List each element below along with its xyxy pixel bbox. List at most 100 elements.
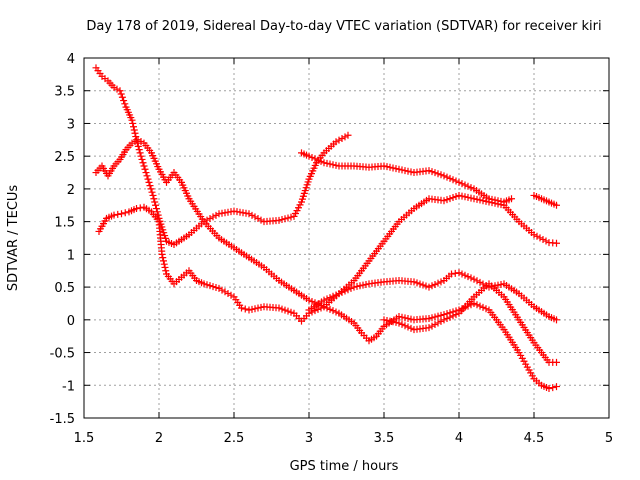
data-point <box>386 317 394 325</box>
data-point <box>419 281 427 289</box>
x-axis-label: GPS time / hours <box>290 459 399 474</box>
y-tick-label: -1 <box>62 379 75 394</box>
data-point <box>320 159 328 167</box>
x-tick-label: 5 <box>605 431 613 446</box>
series-track-6 <box>305 269 560 324</box>
data-point <box>281 215 289 223</box>
data-point <box>203 281 211 289</box>
data-point <box>398 166 406 174</box>
data-point <box>533 232 541 240</box>
data-point <box>494 281 502 289</box>
data-point <box>227 291 235 299</box>
data-point <box>121 209 129 217</box>
data-point <box>431 280 439 288</box>
data-point <box>221 288 229 296</box>
data-point <box>332 308 340 316</box>
data-point <box>470 195 478 203</box>
data-point <box>553 383 560 391</box>
data-point <box>215 284 223 292</box>
data-point <box>145 178 153 186</box>
data-point <box>131 129 139 137</box>
data-point <box>287 308 295 316</box>
x-tick-label: 3.5 <box>374 431 395 446</box>
data-point <box>359 281 367 289</box>
data-point <box>350 283 358 291</box>
data-point <box>332 161 340 169</box>
data-point <box>407 315 415 323</box>
data-point <box>248 211 256 219</box>
series-track-7 <box>380 280 560 366</box>
data-point <box>470 299 478 307</box>
data-point <box>116 87 124 95</box>
data-point <box>149 191 157 199</box>
data-point <box>392 165 400 173</box>
data-point <box>248 305 256 313</box>
data-point <box>467 301 475 309</box>
data-point <box>146 182 154 190</box>
data-point <box>134 142 142 150</box>
data-point <box>452 311 460 319</box>
data-point <box>257 216 265 224</box>
data-point <box>553 316 560 324</box>
data-point <box>440 172 448 180</box>
data-point <box>553 239 560 247</box>
data-point <box>458 270 466 278</box>
data-point <box>410 278 418 286</box>
data-point <box>135 146 143 154</box>
data-point <box>152 201 160 209</box>
data-point <box>473 277 481 285</box>
data-point <box>139 159 147 167</box>
data-point <box>428 282 436 290</box>
data-point <box>138 155 146 163</box>
y-tick-label: 3.5 <box>54 85 75 100</box>
data-point <box>431 321 439 329</box>
data-point <box>142 169 150 177</box>
data-point <box>162 267 170 275</box>
data-point <box>437 278 445 286</box>
data-point <box>428 168 436 176</box>
y-tick-label: -1.5 <box>50 412 75 427</box>
y-tick-label: 3 <box>67 117 75 132</box>
y-tick-label: 1.5 <box>54 216 75 231</box>
x-tick-label: 3 <box>305 431 313 446</box>
data-point <box>130 123 137 131</box>
data-point <box>117 90 125 98</box>
data-point <box>254 214 262 222</box>
data-point <box>479 303 487 311</box>
data-point <box>494 197 502 205</box>
x-tick-label: 1.5 <box>74 431 95 446</box>
data-point <box>308 153 316 161</box>
data-point <box>275 216 283 224</box>
data-point <box>287 213 295 221</box>
data-point <box>326 305 334 313</box>
data-point <box>458 192 466 200</box>
data-point <box>482 305 490 313</box>
data-point <box>383 316 391 324</box>
data-point <box>455 269 463 277</box>
series-track-5 <box>530 191 560 209</box>
data-point <box>314 156 322 164</box>
data-point <box>131 137 139 145</box>
data-point <box>159 254 167 262</box>
data-point <box>491 196 499 204</box>
data-point <box>451 269 459 277</box>
data-point <box>488 195 496 203</box>
data-point <box>470 275 478 283</box>
data-point <box>446 174 454 182</box>
data-point <box>464 182 472 190</box>
data-point <box>251 213 259 221</box>
data-point <box>434 312 442 320</box>
data-point <box>467 184 475 192</box>
data-point <box>449 176 457 184</box>
data-point <box>209 213 217 221</box>
data-point <box>218 286 226 294</box>
data-point <box>152 205 160 213</box>
data-point <box>448 270 455 278</box>
data-point <box>476 278 484 286</box>
data-point <box>461 271 469 279</box>
data-point <box>317 157 325 165</box>
y-tick-label: 2.5 <box>54 150 75 165</box>
data-point <box>476 302 484 310</box>
data-point <box>404 315 412 323</box>
data-point <box>320 296 328 304</box>
